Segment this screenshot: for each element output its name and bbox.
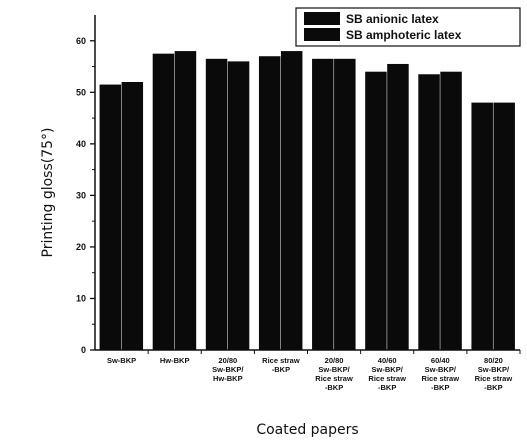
y-axis-label: Printing gloss(75°) — [40, 128, 56, 258]
x-tick-label: 20/80 Sw-BKP/Rice straw -BKP — [315, 356, 353, 392]
bar-anionic-0 — [99, 84, 122, 351]
y-tick-label: 20 — [76, 242, 86, 252]
legend-swatch — [304, 12, 340, 25]
x-tick-label: 20/80 Sw-BKP/Hw-BKP — [212, 356, 244, 383]
x-tick-label: Rice straw -BKP — [262, 356, 300, 374]
legend-entry: SB amphoteric latex — [346, 28, 462, 42]
bar-amphoteric-2 — [227, 61, 250, 351]
y-tick-label: 10 — [76, 293, 86, 303]
bar-anionic-6 — [418, 74, 440, 351]
y-tick-label: 0 — [81, 345, 86, 355]
legend-swatch — [304, 28, 340, 41]
bar-amphoteric-0 — [121, 82, 144, 350]
y-tick-label: 30 — [76, 190, 86, 200]
y-tick-label: 50 — [76, 87, 86, 97]
bar-anionic-2 — [205, 58, 228, 351]
bar-amphoteric-6 — [440, 71, 462, 350]
y-tick-label: 60 — [76, 36, 86, 46]
bar-amphoteric-3 — [280, 51, 303, 350]
x-tick-label: 60/40 Sw-BKP/Rice straw -BKP — [422, 356, 460, 392]
y-tick-label: 40 — [76, 139, 86, 149]
plot-area: 0 10 20 30 40 50 60 Sw-BKP Hw-BKP 20/80 Sw-BKP/Hw-… — [76, 15, 521, 392]
bar-anionic-3 — [258, 56, 281, 350]
bar-amphoteric-1 — [174, 51, 197, 350]
legend-entry: SB anionic latex — [346, 12, 439, 26]
bar-amphoteric-4 — [334, 58, 356, 351]
x-tick-label: 80/20 Sw-BKP/Rice straw -BKP — [475, 356, 513, 392]
x-tick-label: 40/60 Sw-BKP/Rice straw -BKP — [368, 356, 406, 392]
x-tick-label: Hw-BKP — [160, 356, 190, 365]
bar-anionic-5 — [365, 71, 387, 350]
bar-amphoteric-5 — [387, 63, 409, 350]
x-tick-label: Sw-BKP — [107, 356, 136, 365]
bar-anionic-4 — [312, 58, 334, 351]
legend: SB anionic latex SB amphoteric latex — [295, 7, 521, 47]
bar-amphoteric-7 — [493, 102, 515, 350]
x-axis-label: Coated papers — [256, 422, 358, 438]
bar-anionic-1 — [152, 53, 175, 351]
bar-anionic-7 — [471, 102, 493, 350]
